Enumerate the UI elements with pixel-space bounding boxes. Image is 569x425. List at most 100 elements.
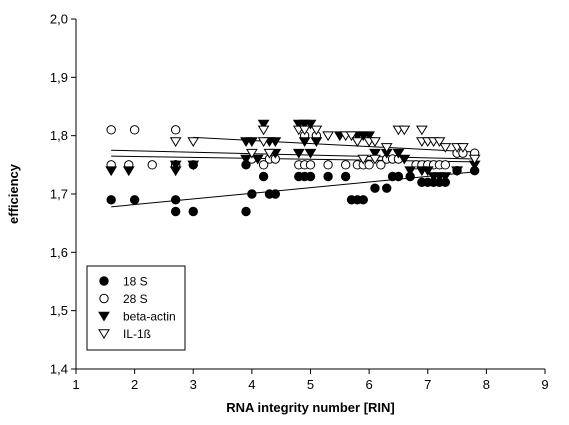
point-series-2 — [404, 166, 417, 177]
x-tick-label: 3 — [190, 377, 197, 392]
point-series-0 — [270, 189, 281, 199]
point-series-3 — [369, 137, 381, 147]
point-series-2 — [122, 166, 135, 177]
legend-label: IL-1ß — [123, 327, 151, 341]
point-series-0 — [170, 195, 181, 205]
point-series-2 — [310, 137, 323, 147]
point-series-2 — [304, 119, 317, 130]
data-points — [105, 119, 481, 217]
point-series-3 — [257, 125, 270, 136]
point-series-2 — [392, 148, 405, 159]
point-series-3 — [169, 137, 182, 147]
x-tick-label: 8 — [483, 377, 490, 392]
point-series-0 — [358, 195, 368, 205]
point-series-2 — [105, 166, 118, 177]
point-series-1 — [340, 160, 351, 170]
point-series-3 — [357, 154, 370, 165]
x-tick-label: 2 — [131, 377, 138, 392]
x-tick-label: 4 — [248, 377, 255, 392]
point-series-2 — [240, 154, 252, 165]
point-series-2 — [245, 137, 258, 147]
point-series-2 — [398, 154, 411, 165]
y-tick-label: 1,8 — [50, 128, 68, 143]
point-series-1 — [323, 160, 333, 170]
point-series-2 — [269, 137, 282, 147]
point-series-0 — [370, 183, 380, 193]
point-series-2 — [451, 166, 463, 177]
point-series-2 — [187, 160, 200, 171]
point-series-3 — [345, 131, 358, 142]
x-tick-label: 5 — [307, 377, 314, 392]
point-series-3 — [457, 143, 469, 153]
y-tick-label: 1,4 — [50, 362, 68, 377]
point-series-0 — [188, 206, 198, 217]
y-tick-label: 1,9 — [50, 70, 68, 85]
x-tick-label: 7 — [424, 377, 431, 392]
point-series-1 — [440, 160, 451, 170]
point-series-3 — [298, 125, 311, 136]
point-series-3 — [415, 125, 428, 136]
point-series-2 — [421, 166, 434, 177]
x-tick-label: 9 — [541, 377, 548, 392]
point-series-0 — [106, 195, 116, 205]
point-series-1 — [258, 160, 269, 170]
axes — [71, 18, 546, 374]
point-series-3 — [310, 125, 323, 136]
point-series-3 — [468, 154, 481, 165]
legend-marker — [98, 329, 110, 339]
legend-marker — [99, 293, 109, 304]
y-tick-label: 1,6 — [50, 245, 68, 260]
point-series-2 — [363, 131, 376, 142]
y-tick-label: 1,7 — [50, 187, 68, 202]
point-series-0 — [340, 171, 351, 182]
point-series-1 — [106, 125, 116, 135]
trend-line-series-2 — [111, 149, 475, 160]
point-series-2 — [369, 148, 381, 159]
point-series-2 — [298, 137, 311, 147]
legend-marker — [99, 276, 109, 286]
point-series-3 — [439, 143, 452, 153]
point-series-0 — [305, 171, 316, 182]
point-series-1 — [305, 160, 316, 170]
point-series-3 — [322, 131, 334, 142]
point-series-3 — [187, 137, 200, 147]
legend-marker — [98, 311, 110, 322]
legend: 18 S 28 S beta-actin IL-1ß — [86, 265, 186, 351]
point-series-2 — [292, 148, 305, 159]
point-series-3 — [369, 154, 381, 165]
point-series-1 — [364, 160, 374, 170]
point-series-2 — [439, 172, 452, 182]
point-series-2 — [251, 154, 264, 165]
y-tick-label: 1,5 — [50, 303, 68, 318]
y-tick-label: 2,0 — [50, 12, 68, 27]
point-series-3 — [433, 137, 446, 147]
x-tick-label: 6 — [366, 377, 373, 392]
point-series-2 — [304, 148, 317, 159]
point-series-2 — [169, 160, 182, 171]
point-series-0 — [323, 171, 333, 182]
point-series-3 — [263, 148, 276, 159]
point-series-3 — [245, 148, 258, 159]
point-series-1 — [170, 125, 181, 135]
point-series-1 — [129, 125, 140, 135]
point-series-1 — [147, 160, 157, 170]
legend-label: 28 S — [123, 292, 148, 306]
point-series-0 — [129, 195, 140, 205]
x-tick-label: 1 — [72, 377, 79, 392]
point-series-3 — [398, 125, 411, 136]
trend-line-series-3 — [193, 136, 475, 153]
point-series-0 — [393, 171, 404, 182]
y-axis-label: efficiency — [6, 163, 21, 224]
x-axis-label: RNA integrity number [RIN] — [226, 400, 395, 415]
point-series-0 — [382, 183, 392, 193]
legend-label: 18 S — [123, 275, 148, 289]
point-series-0 — [258, 171, 269, 182]
point-series-3 — [380, 143, 393, 153]
tick-labels: 1 2 3 4 5 6 7 8 9 1,4 1,5 1,6 1,7 1,8 1,9 2,0 — [50, 12, 549, 393]
point-series-1 — [376, 160, 386, 170]
point-series-0 — [241, 206, 251, 217]
point-series-3 — [351, 137, 364, 147]
point-series-0 — [170, 206, 181, 217]
point-series-2 — [257, 119, 270, 130]
